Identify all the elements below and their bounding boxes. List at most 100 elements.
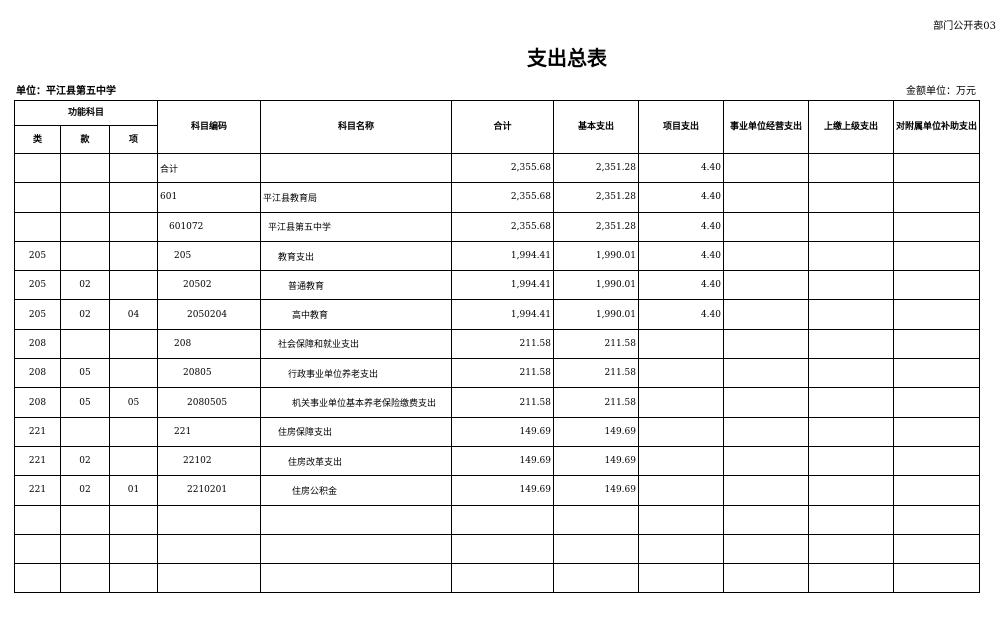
table-row: 601072 平江县第五中学 2,355.68 2,351.28 4.40 <box>14 211 980 242</box>
cell-name <box>260 533 452 565</box>
cell-basic <box>553 533 639 565</box>
header-project: 项目支出 <box>638 100 724 154</box>
cell-business <box>723 152 809 184</box>
cell-business <box>723 240 809 272</box>
cell-business <box>723 416 809 447</box>
cell-xiang <box>109 445 158 477</box>
cell-lei: 221 <box>14 416 61 447</box>
form-number: 部门公开表03 <box>933 21 996 32</box>
cell-xiang <box>109 182 158 213</box>
cell-xiang <box>109 152 158 184</box>
cell-basic: 149.69 <box>553 416 639 447</box>
cell-project: 4.40 <box>638 270 724 301</box>
cell-xiang <box>109 563 158 594</box>
cell-subsidy <box>893 358 980 389</box>
table-row <box>14 563 980 594</box>
cell-business <box>723 445 809 477</box>
cell-project: 4.40 <box>638 299 724 330</box>
cell-project: 4.40 <box>638 240 724 272</box>
cell-name: 高中教育 <box>260 299 452 330</box>
header-total: 合计 <box>451 100 554 154</box>
cell-business <box>723 475 809 506</box>
cell-lei: 208 <box>14 358 61 389</box>
cell-total: 1,994.41 <box>451 240 554 272</box>
header-function-subject: 功能科目 <box>14 100 158 126</box>
cell-upper <box>808 563 894 594</box>
table-row: 208 208 社会保障和就业支出 211.58 211.58 <box>14 328 980 360</box>
cell-project <box>638 445 724 477</box>
cell-kuan: 05 <box>60 358 110 389</box>
table-row: 208 05 20805 行政事业单位养老支出 211.58 211.58 <box>14 358 980 389</box>
cell-name <box>260 563 452 594</box>
cell-code: 601072 <box>157 211 261 242</box>
cell-xiang: 05 <box>109 387 158 418</box>
cell-lei <box>14 211 61 242</box>
table-row <box>14 533 980 565</box>
cell-business <box>723 563 809 594</box>
cell-lei: 205 <box>14 270 61 301</box>
cell-code: 208 <box>157 328 261 360</box>
cell-name <box>260 504 452 535</box>
cell-upper <box>808 211 894 242</box>
cell-project: 4.40 <box>638 152 724 184</box>
cell-total: 211.58 <box>451 387 554 418</box>
cell-total: 2,355.68 <box>451 211 554 242</box>
cell-kuan: 02 <box>60 445 110 477</box>
cell-project <box>638 533 724 565</box>
cell-kuan <box>60 533 110 565</box>
cell-name: 住房改革支出 <box>260 445 452 477</box>
cell-lei: 208 <box>14 387 61 418</box>
cell-name: 住房公积金 <box>260 475 452 506</box>
cell-business <box>723 270 809 301</box>
cell-lei: 221 <box>14 475 61 506</box>
cell-total <box>451 533 554 565</box>
cell-lei: 205 <box>14 299 61 330</box>
cell-total: 1,994.41 <box>451 299 554 330</box>
cell-subsidy <box>893 387 980 418</box>
cell-subsidy <box>893 445 980 477</box>
money-unit-label: 金额单位：万元 <box>906 86 976 97</box>
cell-name: 普通教育 <box>260 270 452 301</box>
cell-name: 行政事业单位养老支出 <box>260 358 452 389</box>
cell-business <box>723 504 809 535</box>
cell-basic: 2,351.28 <box>553 182 639 213</box>
cell-total: 1,994.41 <box>451 270 554 301</box>
cell-code <box>157 563 261 594</box>
header-basic: 基本支出 <box>553 100 639 154</box>
cell-upper <box>808 240 894 272</box>
cell-basic: 211.58 <box>553 387 639 418</box>
cell-subsidy <box>893 504 980 535</box>
cell-subsidy <box>893 563 980 594</box>
cell-name: 住房保障支出 <box>260 416 452 447</box>
cell-total <box>451 504 554 535</box>
cell-upper <box>808 504 894 535</box>
cell-upper <box>808 533 894 565</box>
cell-code: 20805 <box>157 358 261 389</box>
cell-xiang <box>109 416 158 447</box>
cell-code: 22102 <box>157 445 261 477</box>
cell-kuan: 02 <box>60 299 110 330</box>
cell-basic: 149.69 <box>553 475 639 506</box>
cell-code: 2210201 <box>157 475 261 506</box>
cell-upper <box>808 182 894 213</box>
cell-code: 205 <box>157 240 261 272</box>
unit-label: 单位：平江县第五中学 <box>16 86 116 97</box>
cell-lei <box>14 504 61 535</box>
cell-upper <box>808 152 894 184</box>
cell-lei: 208 <box>14 328 61 360</box>
cell-basic: 1,990.01 <box>553 240 639 272</box>
cell-total: 149.69 <box>451 416 554 447</box>
cell-project <box>638 328 724 360</box>
cell-business <box>723 387 809 418</box>
cell-xiang <box>109 240 158 272</box>
table-row: 205 02 04 2050204 高中教育 1,994.41 1,990.01 4.40 <box>14 299 980 330</box>
cell-basic: 211.58 <box>553 328 639 360</box>
cell-xiang <box>109 504 158 535</box>
cell-subsidy <box>893 211 980 242</box>
cell-total: 211.58 <box>451 328 554 360</box>
cell-upper <box>808 328 894 360</box>
cell-basic: 1,990.01 <box>553 270 639 301</box>
cell-subsidy <box>893 299 980 330</box>
cell-lei: 221 <box>14 445 61 477</box>
cell-basic: 1,990.01 <box>553 299 639 330</box>
